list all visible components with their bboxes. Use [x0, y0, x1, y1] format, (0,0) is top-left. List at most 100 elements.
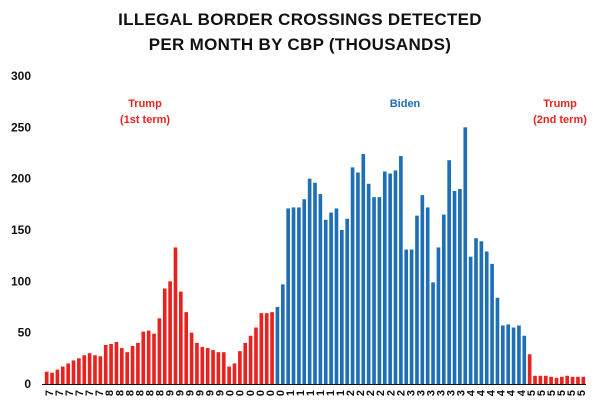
- bar-1-9: [323, 219, 328, 384]
- bar-0-4: [66, 363, 70, 384]
- bar-1-41: [495, 297, 500, 384]
- bar-1-25: [409, 249, 414, 384]
- bar-0-13: [114, 341, 119, 384]
- bar-0-23: [168, 281, 172, 384]
- x-tick-label-31: 2: [355, 390, 367, 396]
- x-tick-label-3: 7: [74, 390, 86, 396]
- era-label-trump-2: Trump: [543, 98, 577, 110]
- bar-2-8: [570, 376, 575, 384]
- bar-1-24: [404, 249, 409, 384]
- y-tick-label-100: 100: [11, 274, 31, 288]
- bar-1-35: [463, 127, 468, 384]
- x-tick-label-41: 3: [456, 390, 468, 396]
- x-tick-label-29: 1: [335, 390, 347, 396]
- bar-1-22: [393, 170, 398, 384]
- x-tick-label-20: 0: [245, 390, 257, 396]
- x-tick-label-37: 3: [415, 390, 427, 396]
- x-tick-label-47: 4: [516, 389, 528, 396]
- x-tick-label-12: 9: [164, 390, 176, 396]
- bar-0-32: [216, 352, 221, 384]
- era-sublabel-trump-2: (2nd term): [533, 114, 587, 126]
- x-tick-label-23: 0: [275, 390, 287, 396]
- x-tick-label-30: 2: [345, 390, 357, 396]
- x-tick-label-42: 4: [466, 389, 478, 396]
- bar-0-40: [259, 313, 264, 384]
- bar-1-44: [511, 327, 516, 384]
- bar-1-18: [372, 197, 376, 384]
- bar-2-2: [538, 375, 543, 384]
- x-tick-label-32: 2: [365, 390, 377, 396]
- x-tick-label-19: 0: [235, 390, 247, 396]
- bar-0-6: [77, 358, 81, 384]
- bar-1-26: [415, 215, 419, 384]
- bar-1-30: [436, 247, 441, 384]
- bar-0-8: [87, 353, 92, 384]
- x-tick-label-16: 9: [205, 390, 217, 396]
- x-tick-label-4: 7: [84, 390, 96, 396]
- bar-0-27: [189, 332, 194, 384]
- bar-1-17: [366, 183, 371, 384]
- bar-1-10: [329, 212, 333, 384]
- x-tick-label-27: 1: [315, 390, 327, 396]
- x-tick-label-53: 5: [576, 390, 588, 396]
- bar-0-29: [200, 347, 205, 384]
- bar-0-36: [238, 351, 242, 384]
- x-tick-label-35: 2: [395, 390, 407, 396]
- bar-2-3: [543, 375, 548, 384]
- y-tick-label-0: 0: [24, 377, 31, 391]
- era-sublabel-trump-1: (1st term): [120, 114, 170, 126]
- x-tick-label-6: 8: [104, 390, 116, 396]
- bar-1-33: [452, 190, 457, 384]
- x-tick-label-9: 8: [134, 390, 146, 396]
- bar-1-31: [441, 214, 446, 384]
- era-labels: Trump (1st term) Biden Trump (2nd term): [120, 98, 587, 126]
- bar-0-39: [254, 327, 258, 384]
- bar-0-17: [136, 342, 140, 384]
- bar-1-16: [361, 154, 366, 384]
- y-tick-label-250: 250: [11, 120, 31, 134]
- x-tick-label-1: 7: [54, 390, 66, 396]
- bar-0-37: [243, 342, 248, 384]
- bar-2-1: [533, 375, 537, 384]
- bar-1-8: [318, 194, 323, 384]
- bar-0-7: [82, 355, 87, 384]
- chart-title-line1: ILLEGAL BORDER CROSSINGS DETECTED: [118, 10, 482, 29]
- bars-group: [44, 127, 586, 384]
- x-tick-label-52: 5: [566, 390, 578, 396]
- bar-0-30: [205, 348, 210, 384]
- x-tick-label-8: 8: [124, 390, 136, 396]
- x-tick-label-25: 1: [295, 390, 307, 396]
- x-tick-label-34: 2: [385, 390, 397, 396]
- x-tick-label-46: 4: [506, 389, 518, 396]
- bar-2-0: [527, 354, 532, 384]
- bar-0-10: [98, 356, 103, 384]
- y-axis: 0 50 100 150 200 250 300: [11, 69, 31, 391]
- bar-0-25: [179, 291, 183, 384]
- bar-1-29: [431, 282, 435, 384]
- x-tick-label-26: 1: [305, 390, 317, 396]
- bar-1-45: [517, 325, 521, 384]
- bar-0-9: [93, 355, 97, 384]
- x-tick-label-40: 3: [446, 390, 458, 396]
- x-tick-label-5: 7: [94, 390, 106, 396]
- bar-0-3: [60, 366, 65, 384]
- x-tick-label-48: 5: [526, 390, 538, 396]
- bar-1-11: [334, 208, 339, 384]
- bar-2-4: [549, 376, 553, 384]
- x-tick-label-33: 2: [375, 390, 387, 396]
- x-tick-label-36: 3: [405, 390, 417, 396]
- bar-1-5: [302, 199, 307, 384]
- x-axis: 7777778888889999990000001111112222223333…: [42, 384, 588, 396]
- bar-0-20: [152, 333, 156, 384]
- bar-0-35: [232, 363, 237, 384]
- x-tick-label-2: 7: [64, 390, 76, 396]
- bar-1-46: [522, 335, 527, 384]
- era-label-trump-1: Trump: [128, 98, 162, 110]
- y-tick-label-150: 150: [11, 223, 31, 237]
- bar-0-12: [109, 343, 113, 384]
- bar-0-28: [195, 342, 199, 384]
- bar-0-34: [227, 366, 231, 384]
- x-tick-label-7: 8: [114, 390, 126, 396]
- bar-1-21: [388, 173, 392, 384]
- x-tick-label-45: 4: [496, 389, 508, 396]
